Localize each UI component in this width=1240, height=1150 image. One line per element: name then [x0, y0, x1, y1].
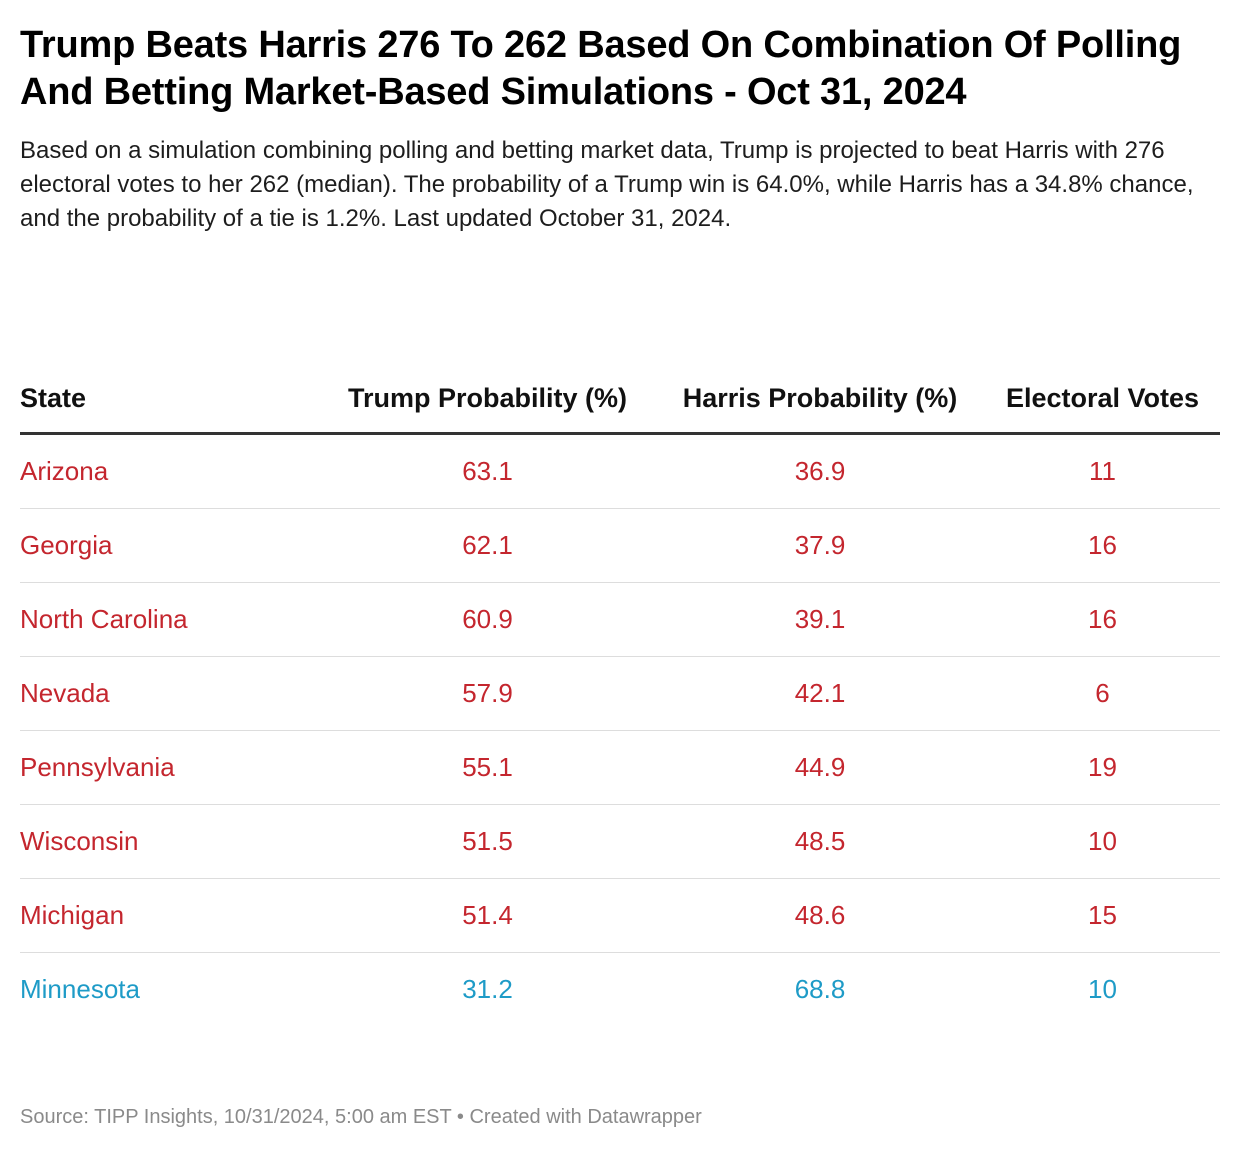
chart-container: Trump Beats Harris 276 To 262 Based On C…	[20, 22, 1220, 1004]
cell-harris-probability: 37.9	[655, 508, 985, 583]
column-header-state[interactable]: State	[20, 380, 320, 435]
cell-harris-probability: 42.1	[655, 656, 985, 731]
table-row: Minnesota 31.2 68.8 10	[20, 953, 1220, 1027]
cell-trump-probability: 55.1	[320, 730, 655, 805]
cell-harris-probability: 68.8	[794, 974, 846, 1004]
cell-state: Wisconsin	[20, 804, 320, 879]
cell-harris-probability: 48.5	[655, 804, 985, 879]
chart-description: Based on a simulation combining polling …	[20, 137, 1194, 232]
cell-electoral-votes: 11	[985, 433, 1220, 509]
cell-trump-probability: 62.1	[320, 508, 655, 583]
cell-electoral-votes: 10	[985, 804, 1220, 879]
cell-electoral-votes: 15	[985, 878, 1220, 953]
cell-state: Minnesota	[20, 974, 140, 1004]
table-row: Nevada 57.9 42.1 6	[20, 656, 1220, 731]
cell-state: Pennsylvania	[20, 730, 320, 805]
cell-trump-probability: 57.9	[320, 656, 655, 731]
table-row: Michigan 51.4 48.6 15	[20, 878, 1220, 953]
cell-electoral-votes: 19	[985, 730, 1220, 805]
cell-state: Georgia	[20, 508, 320, 583]
column-header-harris-probability[interactable]: Harris Probability (%)	[655, 380, 985, 435]
cell-harris-probability: 39.1	[655, 582, 985, 657]
cell-harris-probability: 44.9	[655, 730, 985, 805]
cell-trump-probability: 31.2	[462, 974, 513, 1004]
cell-electoral-votes: 16	[985, 508, 1220, 583]
table-row: Wisconsin 51.5 48.5 10	[20, 804, 1220, 879]
cell-state: Arizona	[20, 433, 320, 509]
source-footer: Source: TIPP Insights, 10/31/2024, 5:00 …	[20, 1106, 702, 1128]
table-row: Arizona 63.1 36.9 11	[20, 433, 1220, 509]
cell-electoral-votes: 16	[985, 582, 1220, 657]
cell-harris-probability: 48.6	[655, 878, 985, 953]
cell-state: Nevada	[20, 656, 320, 731]
cell-electoral-votes: 6	[985, 656, 1220, 731]
column-header-electoral-votes[interactable]: Electoral Votes	[985, 380, 1220, 435]
cell-electoral-votes: 10	[1088, 974, 1117, 1004]
data-table: State Trump Probability (%) Harris Proba…	[20, 380, 1220, 1026]
cell-trump-probability: 51.5	[320, 804, 655, 879]
cell-trump-probability: 60.9	[320, 582, 655, 657]
table-row: North Carolina 60.9 39.1 16	[20, 582, 1220, 657]
table-body: Arizona 63.1 36.9 11 Georgia 62.1 37.9 16 North …	[20, 433, 1220, 1027]
cell-state: Michigan	[20, 878, 320, 953]
cell-state: North Carolina	[20, 582, 320, 657]
cell-trump-probability: 51.4	[320, 878, 655, 953]
chart-title: Trump Beats Harris 276 To 262 Based On C…	[20, 24, 1182, 113]
column-header-trump-probability[interactable]: Trump Probability (%)	[320, 380, 655, 435]
cell-harris-probability: 36.9	[655, 433, 985, 509]
table-row: Georgia 62.1 37.9 16	[20, 508, 1220, 583]
table-row: Pennsylvania 55.1 44.9 19	[20, 730, 1220, 805]
table-header: State Trump Probability (%) Harris Proba…	[20, 380, 1220, 435]
header-row: State Trump Probability (%) Harris Proba…	[20, 380, 1220, 435]
cell-trump-probability: 63.1	[320, 433, 655, 509]
